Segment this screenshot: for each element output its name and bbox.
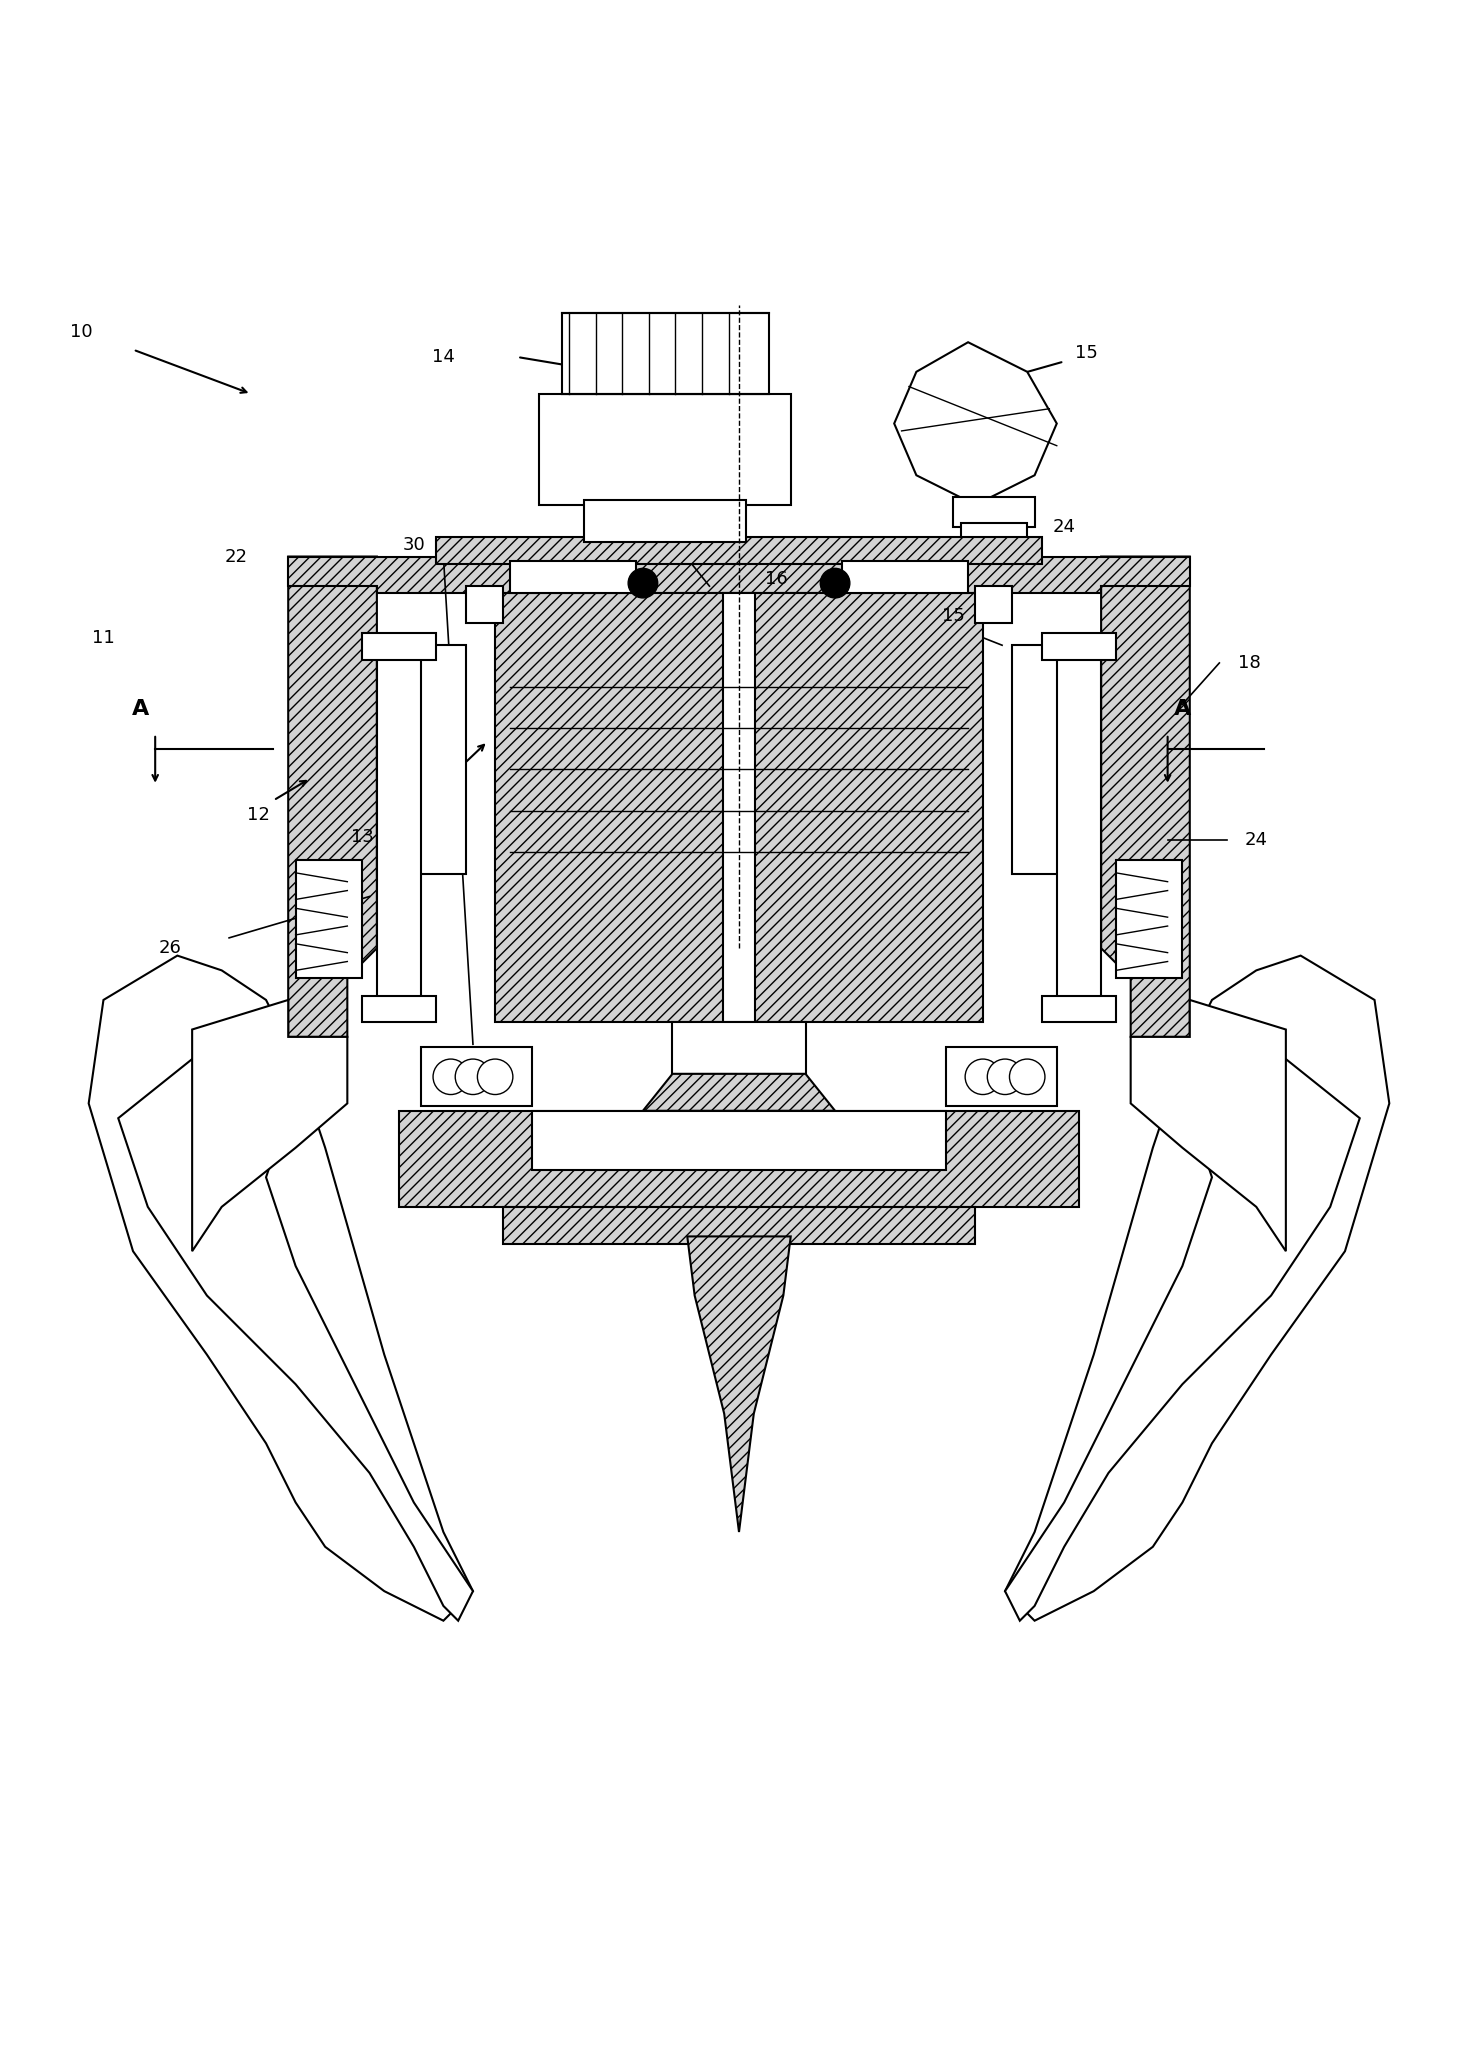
FancyBboxPatch shape: [539, 393, 791, 504]
Circle shape: [965, 1058, 1001, 1095]
Polygon shape: [643, 1075, 835, 1110]
FancyBboxPatch shape: [503, 1207, 975, 1244]
Polygon shape: [192, 1001, 347, 1252]
Circle shape: [1009, 1058, 1045, 1095]
Text: 26: 26: [1111, 939, 1135, 957]
Circle shape: [820, 568, 850, 597]
Polygon shape: [894, 342, 1057, 504]
Polygon shape: [1005, 1038, 1360, 1620]
FancyBboxPatch shape: [532, 1110, 946, 1170]
Polygon shape: [1131, 1001, 1286, 1252]
FancyBboxPatch shape: [961, 523, 1027, 550]
Polygon shape: [296, 859, 362, 978]
Text: 26: 26: [158, 939, 182, 957]
Polygon shape: [495, 593, 983, 1021]
Circle shape: [987, 1058, 1023, 1095]
Text: A: A: [1174, 700, 1191, 719]
Text: 16: 16: [764, 570, 788, 587]
FancyBboxPatch shape: [584, 500, 746, 542]
FancyBboxPatch shape: [975, 587, 1012, 624]
FancyBboxPatch shape: [377, 644, 466, 875]
FancyBboxPatch shape: [377, 644, 421, 1001]
FancyBboxPatch shape: [510, 560, 636, 593]
Text: 11: 11: [92, 628, 115, 647]
Polygon shape: [687, 1235, 791, 1532]
Polygon shape: [1101, 556, 1190, 1038]
FancyBboxPatch shape: [436, 537, 1042, 564]
Text: 24: 24: [1244, 832, 1268, 848]
Text: 15: 15: [1075, 344, 1098, 362]
Text: 20: 20: [638, 529, 662, 548]
Text: 24: 24: [1052, 519, 1076, 535]
Circle shape: [433, 1058, 469, 1095]
FancyBboxPatch shape: [562, 313, 769, 393]
Text: 22: 22: [225, 548, 248, 566]
FancyBboxPatch shape: [1057, 644, 1101, 1001]
FancyBboxPatch shape: [1042, 634, 1116, 661]
Text: 14: 14: [432, 348, 455, 367]
FancyBboxPatch shape: [842, 560, 968, 593]
Polygon shape: [118, 1038, 473, 1620]
Polygon shape: [288, 556, 1190, 593]
Text: 30: 30: [402, 535, 426, 554]
FancyBboxPatch shape: [466, 587, 503, 624]
FancyBboxPatch shape: [953, 498, 1035, 527]
FancyBboxPatch shape: [1012, 644, 1101, 875]
Text: 24: 24: [631, 519, 655, 535]
Text: 10: 10: [69, 323, 93, 342]
Text: 18: 18: [1237, 655, 1261, 671]
Text: 13: 13: [350, 828, 374, 846]
Polygon shape: [1005, 955, 1389, 1620]
FancyBboxPatch shape: [1042, 994, 1116, 1021]
Text: A: A: [132, 700, 149, 719]
FancyBboxPatch shape: [672, 1021, 806, 1075]
Polygon shape: [399, 1110, 1079, 1207]
Text: 12: 12: [247, 807, 270, 824]
FancyBboxPatch shape: [723, 593, 755, 1021]
Circle shape: [477, 1058, 513, 1095]
Circle shape: [628, 568, 658, 597]
FancyBboxPatch shape: [362, 994, 436, 1021]
Text: 15: 15: [941, 607, 965, 624]
Polygon shape: [288, 556, 377, 1038]
Polygon shape: [89, 955, 473, 1620]
FancyBboxPatch shape: [362, 634, 436, 661]
Polygon shape: [1116, 859, 1182, 978]
Circle shape: [455, 1058, 491, 1095]
